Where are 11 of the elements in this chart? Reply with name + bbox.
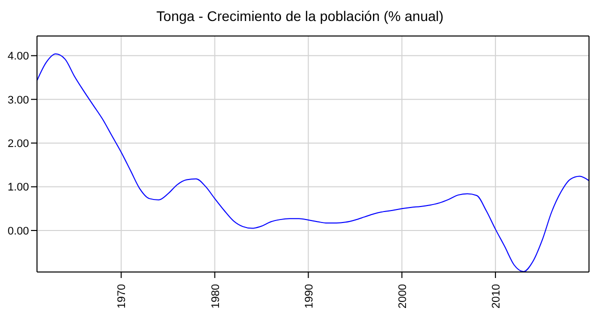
x-tick-label: 2010 bbox=[490, 284, 502, 308]
y-tick-label: 3.00 bbox=[8, 94, 29, 106]
x-tick-label: 2000 bbox=[396, 284, 409, 308]
x-tick-label: 1970 bbox=[116, 284, 128, 308]
x-tick-label: 1980 bbox=[210, 284, 222, 308]
y-tick-label: 1.00 bbox=[8, 182, 29, 194]
y-tick-label: 2.00 bbox=[8, 138, 29, 150]
y-tick-label: 0.00 bbox=[8, 225, 29, 238]
chart-title: Tonga - Crecimiento de la población (% anual) bbox=[155, 8, 445, 24]
x-tick-label: 1990 bbox=[303, 284, 316, 308]
y-tick-label: 4.00 bbox=[8, 50, 29, 63]
